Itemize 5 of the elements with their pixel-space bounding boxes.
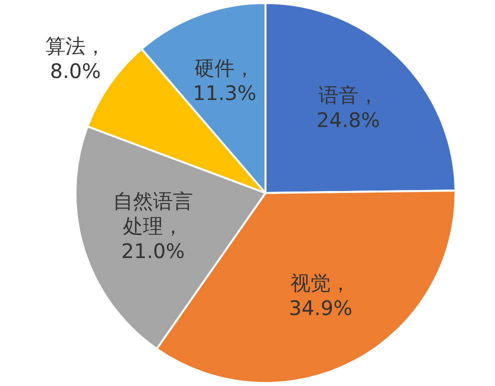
slice-label: 算法，8.0% bbox=[45, 34, 106, 84]
slice-label: 硬件，11.3% bbox=[192, 56, 256, 106]
slice-label: 自然语言处理，21.0% bbox=[113, 189, 194, 264]
slice-label: 语音，24.8% bbox=[316, 82, 380, 132]
slice-label: 视觉，34.9% bbox=[288, 270, 352, 320]
